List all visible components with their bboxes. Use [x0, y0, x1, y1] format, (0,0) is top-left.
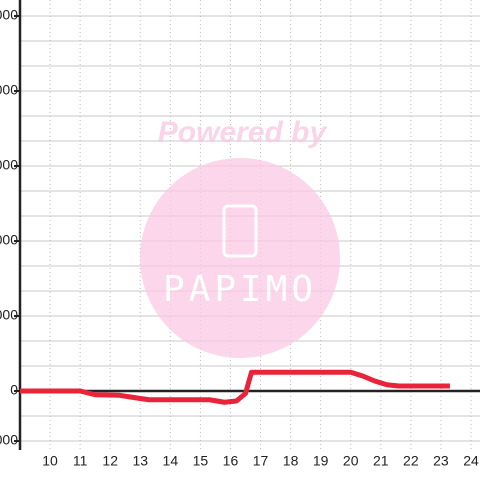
- x-tick-label: 21: [373, 453, 389, 469]
- watermark-circle: [140, 158, 340, 358]
- y-tick-label: -20,000: [0, 432, 18, 448]
- x-tick-label: 22: [403, 453, 419, 469]
- x-tick-label: 11: [73, 453, 88, 469]
- x-tick-label: 16: [223, 453, 239, 469]
- y-tick-label: 90,000: [0, 157, 18, 173]
- x-tick-label: 13: [132, 453, 148, 469]
- x-tick-label: 15: [193, 453, 209, 469]
- y-tick-label: 120,000: [0, 82, 18, 98]
- watermark-text: PAPIMO: [163, 269, 317, 310]
- x-tick-label: 23: [433, 453, 449, 469]
- x-tick-label: 14: [163, 453, 179, 469]
- y-tick-label: 30,000: [0, 307, 18, 323]
- watermark-text: Powered by: [158, 116, 328, 149]
- data-line: [20, 369, 450, 405]
- watermark-icon: [222, 204, 258, 258]
- y-tick-label: 60,000: [0, 232, 18, 248]
- y-tick-label: 0: [10, 382, 18, 398]
- y-tick-label: 150,000: [0, 7, 18, 23]
- x-tick-label: 10: [42, 453, 58, 469]
- x-tick-label: 20: [343, 453, 359, 469]
- x-tick-label: 12: [102, 453, 118, 469]
- x-tick-label: 17: [253, 453, 269, 469]
- x-tick-label: 19: [313, 453, 329, 469]
- x-tick-label: 24: [463, 453, 479, 469]
- watermark: Powered by PAPIMO: [140, 116, 340, 358]
- x-tick-label: 18: [283, 453, 299, 469]
